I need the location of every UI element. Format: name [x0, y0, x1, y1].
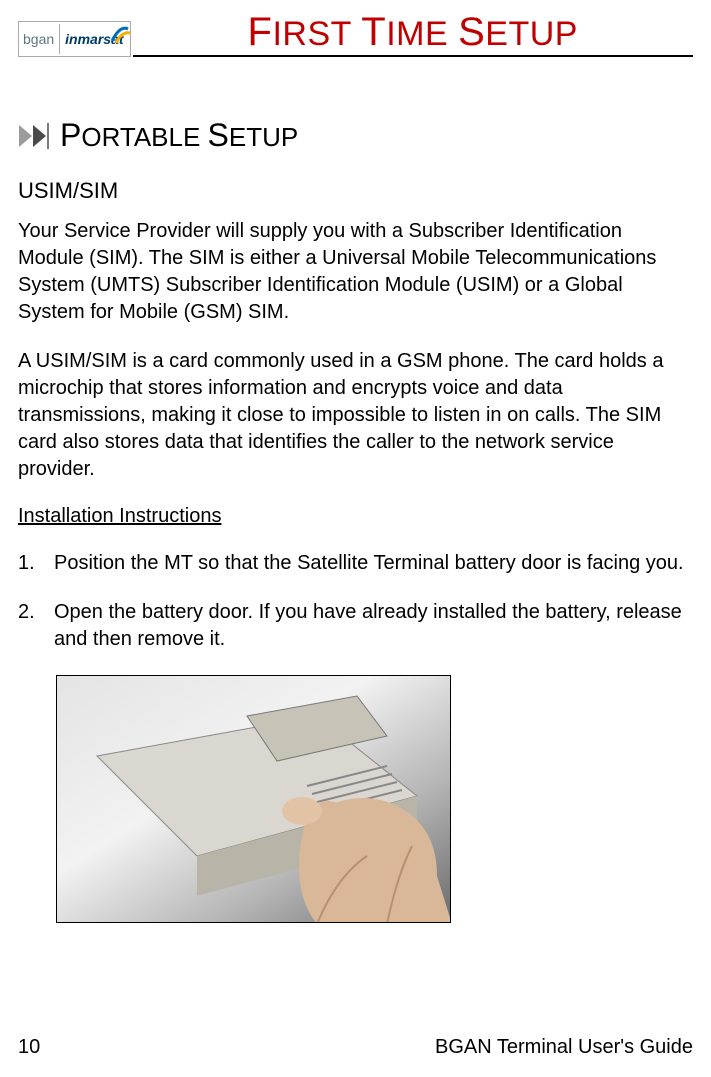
bgan-logo-text: bgan — [23, 31, 54, 47]
chapter-word-2-first: T — [361, 10, 386, 54]
page-header: bgan inmarsat FIRST TIME SETUP — [18, 10, 693, 57]
list-item-text: Position the MT so that the Satellite Te… — [54, 550, 693, 577]
body-paragraph-2: A USIM/SIM is a card commonly used in a … — [18, 348, 688, 483]
chapter-title: FIRST TIME SETUP — [248, 15, 578, 53]
body-paragraph-1: Your Service Provider will supply you wi… — [18, 218, 688, 326]
list-item-text: Open the battery door. If you have alrea… — [54, 599, 693, 653]
page-number: 10 — [18, 1036, 40, 1059]
section-heading: PORTABLE SETUP — [60, 117, 298, 154]
page-footer: 10 BGAN Terminal User's Guide — [18, 1036, 693, 1059]
chapter-word-2-rest: IME — [386, 15, 448, 53]
list-item-number: 2. — [18, 599, 54, 653]
inmarsat-swoosh-icon — [110, 21, 132, 47]
logo-divider — [59, 24, 60, 54]
inmarsat-logo: inmarsat — [63, 31, 127, 47]
chapter-word-3-rest: ETUP — [485, 15, 578, 53]
list-item-number: 1. — [18, 550, 54, 577]
section-word-1-first: P — [60, 117, 81, 153]
brand-logo-group: bgan inmarsat — [18, 21, 131, 57]
chapter-word-1-first: F — [248, 10, 273, 54]
section-word-2-first: S — [208, 117, 229, 153]
photo-illustration — [57, 676, 451, 923]
chapter-word-1-rest: IRST — [272, 15, 351, 53]
section-heading-row: PORTABLE SETUP — [18, 117, 693, 154]
bgan-logo: bgan — [21, 31, 56, 47]
list-item: 1. Position the MT so that the Satellite… — [18, 550, 693, 577]
chapter-title-container: FIRST TIME SETUP — [133, 10, 693, 57]
list-item: 2. Open the battery door. If you have al… — [18, 599, 693, 653]
installation-heading: Installation Instructions — [18, 505, 693, 528]
instruction-photo — [56, 675, 451, 923]
section-word-1-rest: ORTABLE — [81, 122, 200, 152]
document-title: BGAN Terminal User's Guide — [435, 1036, 693, 1059]
subsection-heading: USIM/SIM — [18, 178, 693, 204]
chapter-word-3-first: S — [458, 10, 485, 54]
section-word-2-rest: ETUP — [229, 122, 298, 152]
double-arrow-icon — [18, 121, 56, 151]
